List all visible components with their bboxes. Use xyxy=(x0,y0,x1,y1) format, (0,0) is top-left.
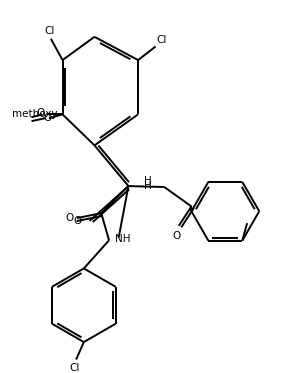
Text: O: O xyxy=(37,109,45,118)
Text: H: H xyxy=(144,176,152,186)
Text: Cl: Cl xyxy=(156,35,167,45)
Text: methoxy: methoxy xyxy=(24,120,31,122)
Text: O: O xyxy=(74,216,82,226)
Text: H: H xyxy=(144,181,152,191)
Text: NH: NH xyxy=(115,234,130,244)
Text: O: O xyxy=(65,213,73,223)
Text: O: O xyxy=(44,113,52,123)
Text: methoxy: methoxy xyxy=(12,109,58,119)
Text: O: O xyxy=(173,231,181,241)
Text: methoxy: methoxy xyxy=(29,113,36,115)
Text: Cl: Cl xyxy=(45,26,55,36)
Text: N: N xyxy=(165,185,166,186)
Text: Cl: Cl xyxy=(69,363,79,373)
